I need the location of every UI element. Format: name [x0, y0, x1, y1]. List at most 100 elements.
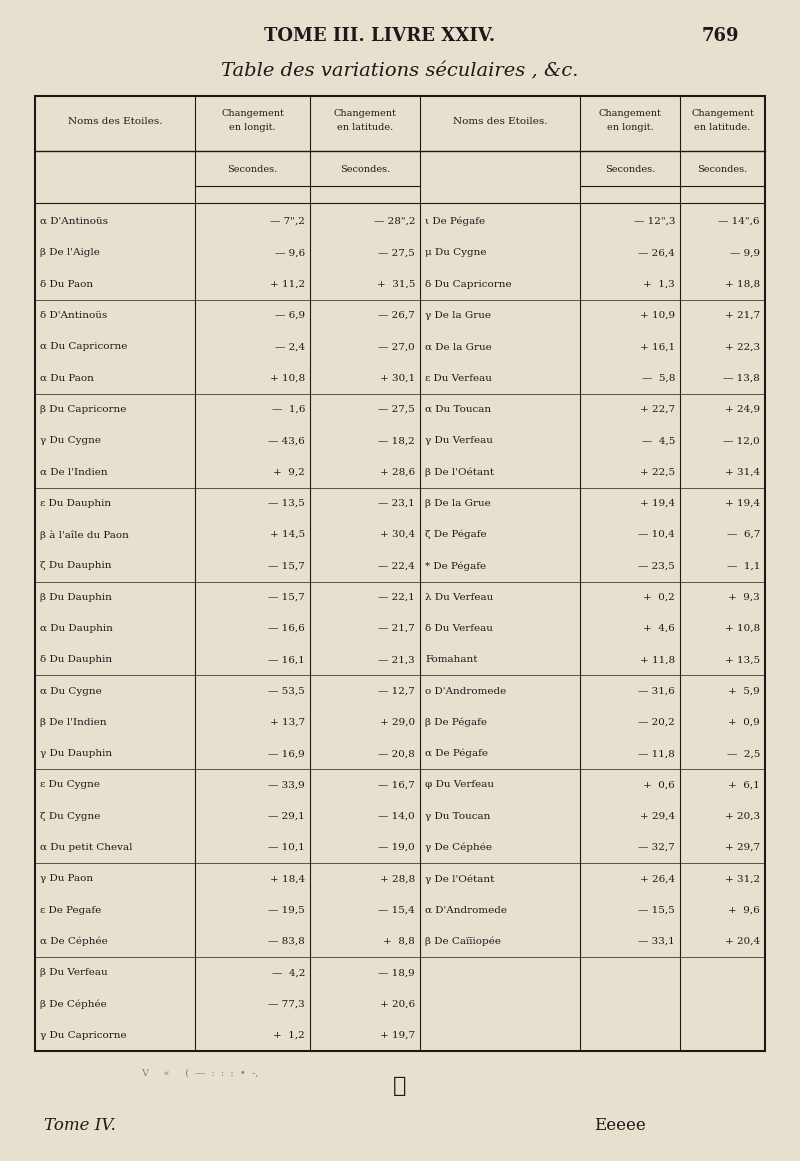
Text: — 43,6: — 43,6 — [268, 437, 305, 445]
Text: α De Pégafe: α De Pégafe — [425, 749, 488, 758]
Text: + 21,7: + 21,7 — [725, 311, 760, 320]
Text: —  4,5: — 4,5 — [642, 437, 675, 445]
Text: Fomahant: Fomahant — [425, 655, 478, 664]
Text: + 18,8: + 18,8 — [725, 280, 760, 289]
Text: — 27,0: — 27,0 — [378, 342, 415, 352]
Text: β Du Capricorne: β Du Capricorne — [40, 405, 126, 414]
Text: δ Du Capricorne: δ Du Capricorne — [425, 280, 512, 289]
Text: + 31,2: + 31,2 — [725, 874, 760, 884]
Text: —  5,8: — 5,8 — [642, 374, 675, 383]
Text: — 27,5: — 27,5 — [378, 405, 415, 414]
Text: — 15,5: — 15,5 — [638, 906, 675, 915]
Text: Secondes.: Secondes. — [227, 165, 278, 173]
Text: δ D'Antinoüs: δ D'Antinoüs — [40, 311, 107, 320]
Text: Changement: Changement — [334, 108, 397, 117]
Text: en latitude.: en latitude. — [694, 123, 750, 132]
Text: — 2,4: — 2,4 — [275, 342, 305, 352]
Text: — 14",6: — 14",6 — [718, 217, 760, 226]
Text: Noms des Etoiles.: Noms des Etoiles. — [453, 116, 547, 125]
Text: γ Du Capricorne: γ Du Capricorne — [40, 1031, 126, 1040]
Text: α De Céphée: α De Céphée — [40, 937, 108, 946]
Text: +  9,3: + 9,3 — [728, 593, 760, 601]
Text: β à l'aîle du Paon: β à l'aîle du Paon — [40, 529, 129, 540]
Text: ✤: ✤ — [394, 1075, 406, 1097]
Text: γ Du Paon: γ Du Paon — [40, 874, 93, 884]
Text: Changement: Changement — [221, 108, 284, 117]
Text: — 12,7: — 12,7 — [378, 686, 415, 695]
Text: + 28,6: + 28,6 — [380, 468, 415, 476]
Text: — 16,7: — 16,7 — [378, 780, 415, 789]
Text: — 18,9: — 18,9 — [378, 968, 415, 978]
Text: δ Du Verfeau: δ Du Verfeau — [425, 623, 493, 633]
Text: + 10,9: + 10,9 — [640, 311, 675, 320]
Text: —  4,2: — 4,2 — [272, 968, 305, 978]
Text: Tome IV.: Tome IV. — [44, 1118, 116, 1134]
Text: + 13,7: + 13,7 — [270, 717, 305, 727]
Text: ζ De Pégafe: ζ De Pégafe — [425, 529, 486, 540]
Text: TOME III. LIVRE XXIV.: TOME III. LIVRE XXIV. — [265, 27, 495, 45]
Text: Secondes.: Secondes. — [698, 165, 748, 173]
Text: — 16,6: — 16,6 — [268, 623, 305, 633]
Text: ι De Pégafe: ι De Pégafe — [425, 217, 485, 226]
Text: + 19,7: + 19,7 — [380, 1031, 415, 1040]
Text: — 26,7: — 26,7 — [378, 311, 415, 320]
Text: — 12",3: — 12",3 — [634, 217, 675, 226]
Text: — 20,2: — 20,2 — [638, 717, 675, 727]
Text: + 10,8: + 10,8 — [270, 374, 305, 383]
Text: ο D'Andromede: ο D'Andromede — [425, 686, 506, 695]
Text: β De Céphée: β De Céphée — [40, 1000, 106, 1009]
Text: +  4,6: + 4,6 — [643, 623, 675, 633]
Text: α D'Andromede: α D'Andromede — [425, 906, 507, 915]
Text: + 31,4: + 31,4 — [725, 468, 760, 476]
Text: + 16,1: + 16,1 — [640, 342, 675, 352]
Text: — 7",2: — 7",2 — [270, 217, 305, 226]
Text: 769: 769 — [702, 27, 738, 45]
Text: β De l'Indien: β De l'Indien — [40, 717, 106, 727]
Text: — 32,7: — 32,7 — [638, 843, 675, 852]
Text: + 20,3: + 20,3 — [725, 812, 760, 821]
Text: + 30,4: + 30,4 — [380, 531, 415, 539]
Text: V     «     (  —  :  :  :  •  -,: V « ( — : : : • -, — [142, 1068, 258, 1077]
Text: — 19,0: — 19,0 — [378, 843, 415, 852]
Text: β De l'Aigle: β De l'Aigle — [40, 248, 100, 258]
Text: λ Du Verfeau: λ Du Verfeau — [425, 593, 494, 601]
Text: β Du Verfeau: β Du Verfeau — [40, 968, 108, 978]
Text: — 16,1: — 16,1 — [268, 655, 305, 664]
Text: — 20,8: — 20,8 — [378, 749, 415, 758]
Text: + 29,7: + 29,7 — [725, 843, 760, 852]
Text: ζ Du Dauphin: ζ Du Dauphin — [40, 562, 111, 570]
Text: + 19,4: + 19,4 — [725, 499, 760, 507]
Text: α Du Dauphin: α Du Dauphin — [40, 623, 113, 633]
Text: ε Du Cygne: ε Du Cygne — [40, 780, 100, 789]
Text: +  0,6: + 0,6 — [643, 780, 675, 789]
Text: +  0,9: + 0,9 — [728, 717, 760, 727]
Text: — 33,1: — 33,1 — [638, 937, 675, 946]
Text: +  31,5: + 31,5 — [377, 280, 415, 289]
Text: + 10,8: + 10,8 — [725, 623, 760, 633]
Text: ε Du Verfeau: ε Du Verfeau — [425, 374, 492, 383]
Text: + 29,0: + 29,0 — [380, 717, 415, 727]
Text: β De Pégafe: β De Pégafe — [425, 717, 487, 727]
Text: + 11,2: + 11,2 — [270, 280, 305, 289]
Text: — 21,3: — 21,3 — [378, 655, 415, 664]
Text: —  1,1: — 1,1 — [726, 562, 760, 570]
Text: + 14,5: + 14,5 — [270, 531, 305, 539]
Text: — 27,5: — 27,5 — [378, 248, 415, 258]
Text: — 15,7: — 15,7 — [268, 562, 305, 570]
Text: β Du Dauphin: β Du Dauphin — [40, 593, 112, 601]
Text: — 77,3: — 77,3 — [268, 1000, 305, 1009]
Text: — 22,4: — 22,4 — [378, 562, 415, 570]
Text: — 12,0: — 12,0 — [723, 437, 760, 445]
Text: ε De Pegafe: ε De Pegafe — [40, 906, 102, 915]
Text: — 14,0: — 14,0 — [378, 812, 415, 821]
Text: γ Du Toucan: γ Du Toucan — [425, 812, 490, 821]
Text: γ De Céphée: γ De Céphée — [425, 843, 492, 852]
Text: Table des variations séculaires , &c.: Table des variations séculaires , &c. — [222, 62, 578, 80]
Text: Secondes.: Secondes. — [605, 165, 655, 173]
Text: β De la Grue: β De la Grue — [425, 499, 490, 507]
Text: δ Du Paon: δ Du Paon — [40, 280, 93, 289]
Text: γ Du Cygne: γ Du Cygne — [40, 437, 101, 445]
Text: γ Du Verfeau: γ Du Verfeau — [425, 437, 493, 445]
Text: α De l'Indien: α De l'Indien — [40, 468, 108, 476]
Text: γ De la Grue: γ De la Grue — [425, 311, 491, 320]
